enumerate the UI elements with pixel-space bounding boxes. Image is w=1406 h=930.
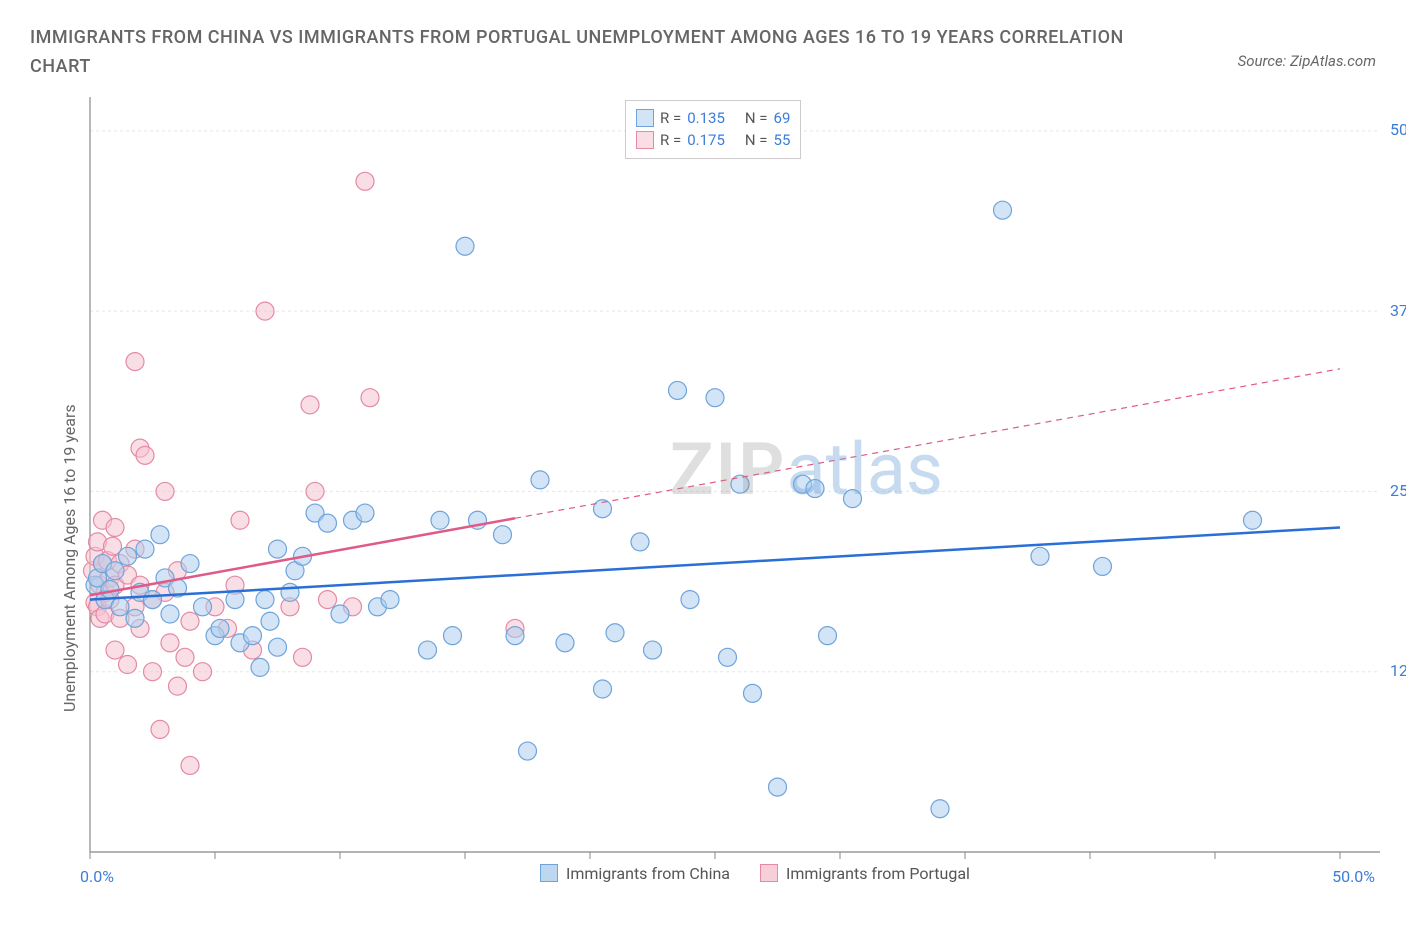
y-tick-label: 25.0% xyxy=(1390,481,1406,500)
chart-title: IMMIGRANTS FROM CHINA VS IMMIGRANTS FROM… xyxy=(30,24,1130,82)
title-row: IMMIGRANTS FROM CHINA VS IMMIGRANTS FROM… xyxy=(30,24,1376,82)
legend-n-label: N = xyxy=(745,107,768,130)
swatch-china-bottom xyxy=(540,864,558,882)
series-legend: Immigrants from China Immigrants from Po… xyxy=(540,864,970,883)
legend-n-label: N = xyxy=(745,129,768,152)
source-attribution: Source: ZipAtlas.com xyxy=(1238,52,1376,70)
y-tick-label: 37.5% xyxy=(1390,301,1406,320)
y-tick-label: 50.0% xyxy=(1390,120,1406,139)
y-axis-label: Unemployment Among Ages 16 to 19 years xyxy=(60,404,79,712)
x-axis-max-label: 50.0% xyxy=(1332,867,1375,886)
legend-item-portugal: Immigrants from Portugal xyxy=(760,864,970,883)
swatch-china xyxy=(636,109,654,127)
legend-r-label: R = xyxy=(660,129,681,152)
swatch-portugal-bottom xyxy=(760,864,778,882)
correlation-legend: R = 0.135 N = 69 R = 0.175 N = 55 xyxy=(625,100,801,159)
swatch-portugal xyxy=(636,131,654,149)
legend-label-china: Immigrants from China xyxy=(566,864,730,883)
legend-item-china: Immigrants from China xyxy=(540,864,730,883)
legend-r-label: R = xyxy=(660,107,681,130)
chart-container: IMMIGRANTS FROM CHINA VS IMMIGRANTS FROM… xyxy=(0,0,1406,930)
scatter-chart xyxy=(80,92,1390,862)
legend-r-portugal: 0.175 xyxy=(687,129,725,152)
legend-n-china: 69 xyxy=(774,107,791,130)
y-tick-label: 12.5% xyxy=(1390,661,1406,680)
legend-row-china: R = 0.135 N = 69 xyxy=(636,107,790,130)
legend-r-china: 0.135 xyxy=(687,107,725,130)
legend-label-portugal: Immigrants from Portugal xyxy=(786,864,970,883)
legend-n-portugal: 55 xyxy=(774,129,791,152)
legend-row-portugal: R = 0.175 N = 55 xyxy=(636,129,790,152)
x-axis-min-label: 0.0% xyxy=(80,867,114,886)
plot-area: Unemployment Among Ages 16 to 19 years R… xyxy=(80,92,1390,892)
